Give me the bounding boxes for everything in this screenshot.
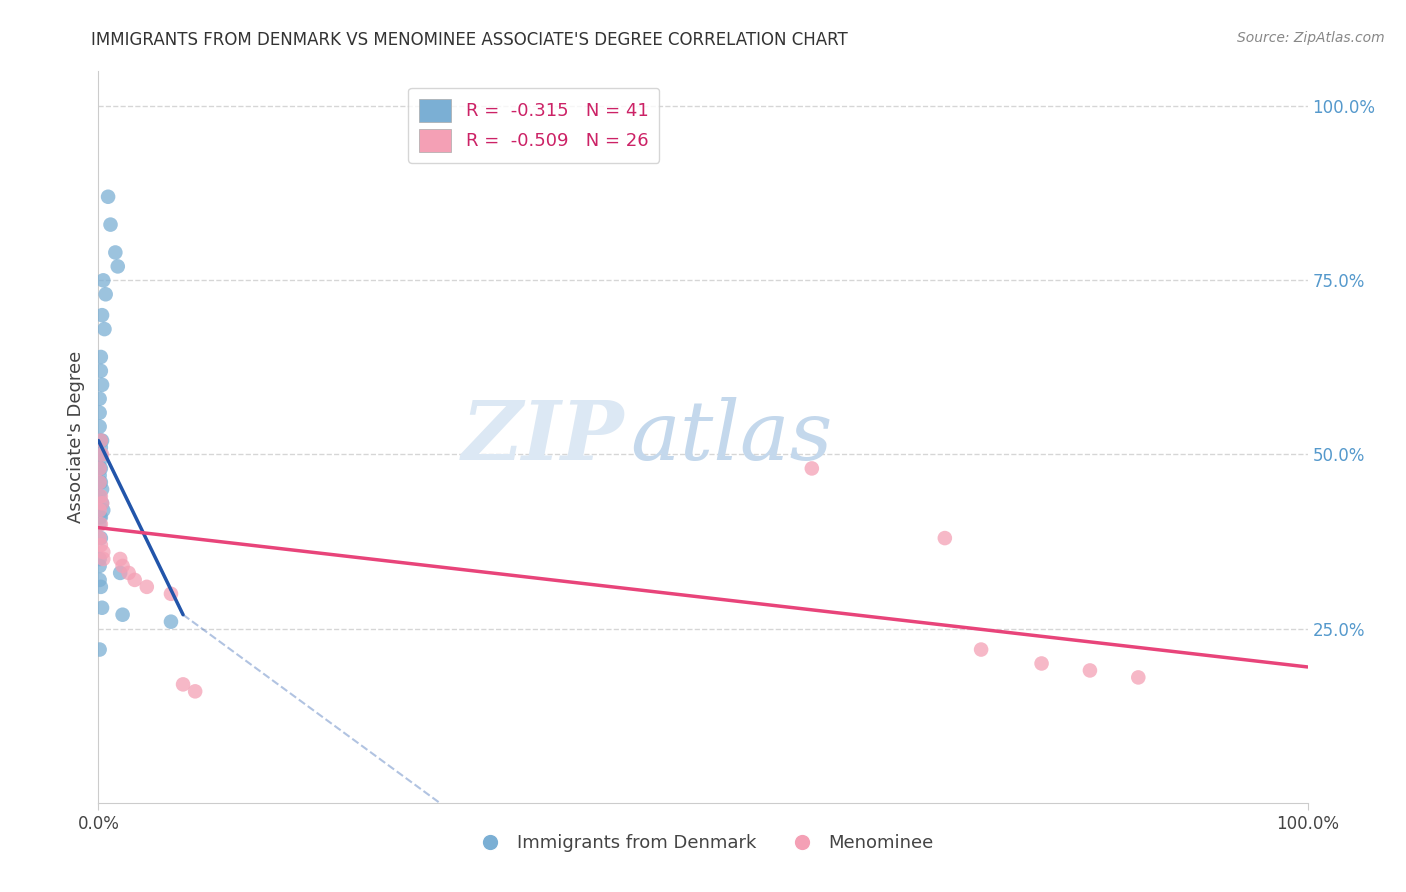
Point xyxy=(89,573,111,587)
Point xyxy=(89,419,111,434)
Legend: Immigrants from Denmark, Menominee: Immigrants from Denmark, Menominee xyxy=(465,827,941,860)
Point xyxy=(91,545,114,559)
Point xyxy=(90,434,112,448)
Point xyxy=(91,552,114,566)
Point xyxy=(90,531,112,545)
Point xyxy=(135,580,157,594)
Point xyxy=(89,392,111,406)
Point xyxy=(89,468,111,483)
Point xyxy=(1078,664,1101,678)
Text: Source: ZipAtlas.com: Source: ZipAtlas.com xyxy=(1237,31,1385,45)
Point xyxy=(89,531,111,545)
Point xyxy=(184,684,207,698)
Point xyxy=(934,531,956,545)
Point xyxy=(90,580,112,594)
Point xyxy=(91,503,114,517)
Y-axis label: Associate's Degree: Associate's Degree xyxy=(66,351,84,524)
Point xyxy=(91,496,114,510)
Text: ZIP: ZIP xyxy=(461,397,624,477)
Point xyxy=(89,510,111,524)
Point xyxy=(89,642,111,657)
Point xyxy=(104,245,127,260)
Point xyxy=(91,448,114,462)
Point xyxy=(89,461,111,475)
Point xyxy=(90,475,112,490)
Text: IMMIGRANTS FROM DENMARK VS MENOMINEE ASSOCIATE'S DEGREE CORRELATION CHART: IMMIGRANTS FROM DENMARK VS MENOMINEE ASS… xyxy=(91,31,848,49)
Point xyxy=(90,489,112,503)
Point xyxy=(97,190,120,204)
Point xyxy=(90,448,112,462)
Point xyxy=(90,364,112,378)
Point xyxy=(89,475,111,490)
Point xyxy=(89,475,111,490)
Point xyxy=(108,566,131,580)
Point xyxy=(970,642,993,657)
Text: atlas: atlas xyxy=(630,397,832,477)
Point xyxy=(111,558,134,573)
Point xyxy=(111,607,134,622)
Point xyxy=(90,434,112,448)
Point xyxy=(160,615,183,629)
Point xyxy=(89,454,111,468)
Point xyxy=(91,600,114,615)
Point xyxy=(91,377,114,392)
Point xyxy=(89,489,111,503)
Point xyxy=(89,461,111,475)
Point xyxy=(89,406,111,420)
Point xyxy=(91,483,114,497)
Point xyxy=(93,322,115,336)
Point xyxy=(94,287,117,301)
Point xyxy=(1128,670,1150,684)
Point xyxy=(90,510,112,524)
Point xyxy=(118,566,141,580)
Point xyxy=(90,350,112,364)
Point xyxy=(124,573,146,587)
Point xyxy=(160,587,183,601)
Point xyxy=(89,558,111,573)
Point xyxy=(89,503,111,517)
Point xyxy=(1031,657,1053,671)
Point xyxy=(91,496,114,510)
Point xyxy=(90,517,112,532)
Point xyxy=(90,441,112,455)
Point xyxy=(100,218,122,232)
Point xyxy=(91,434,114,448)
Point xyxy=(90,538,112,552)
Point xyxy=(108,552,131,566)
Point xyxy=(107,260,129,274)
Point xyxy=(172,677,194,691)
Point xyxy=(91,273,114,287)
Point xyxy=(91,308,114,322)
Point xyxy=(90,461,112,475)
Point xyxy=(800,461,823,475)
Point xyxy=(89,552,111,566)
Point xyxy=(89,517,111,532)
